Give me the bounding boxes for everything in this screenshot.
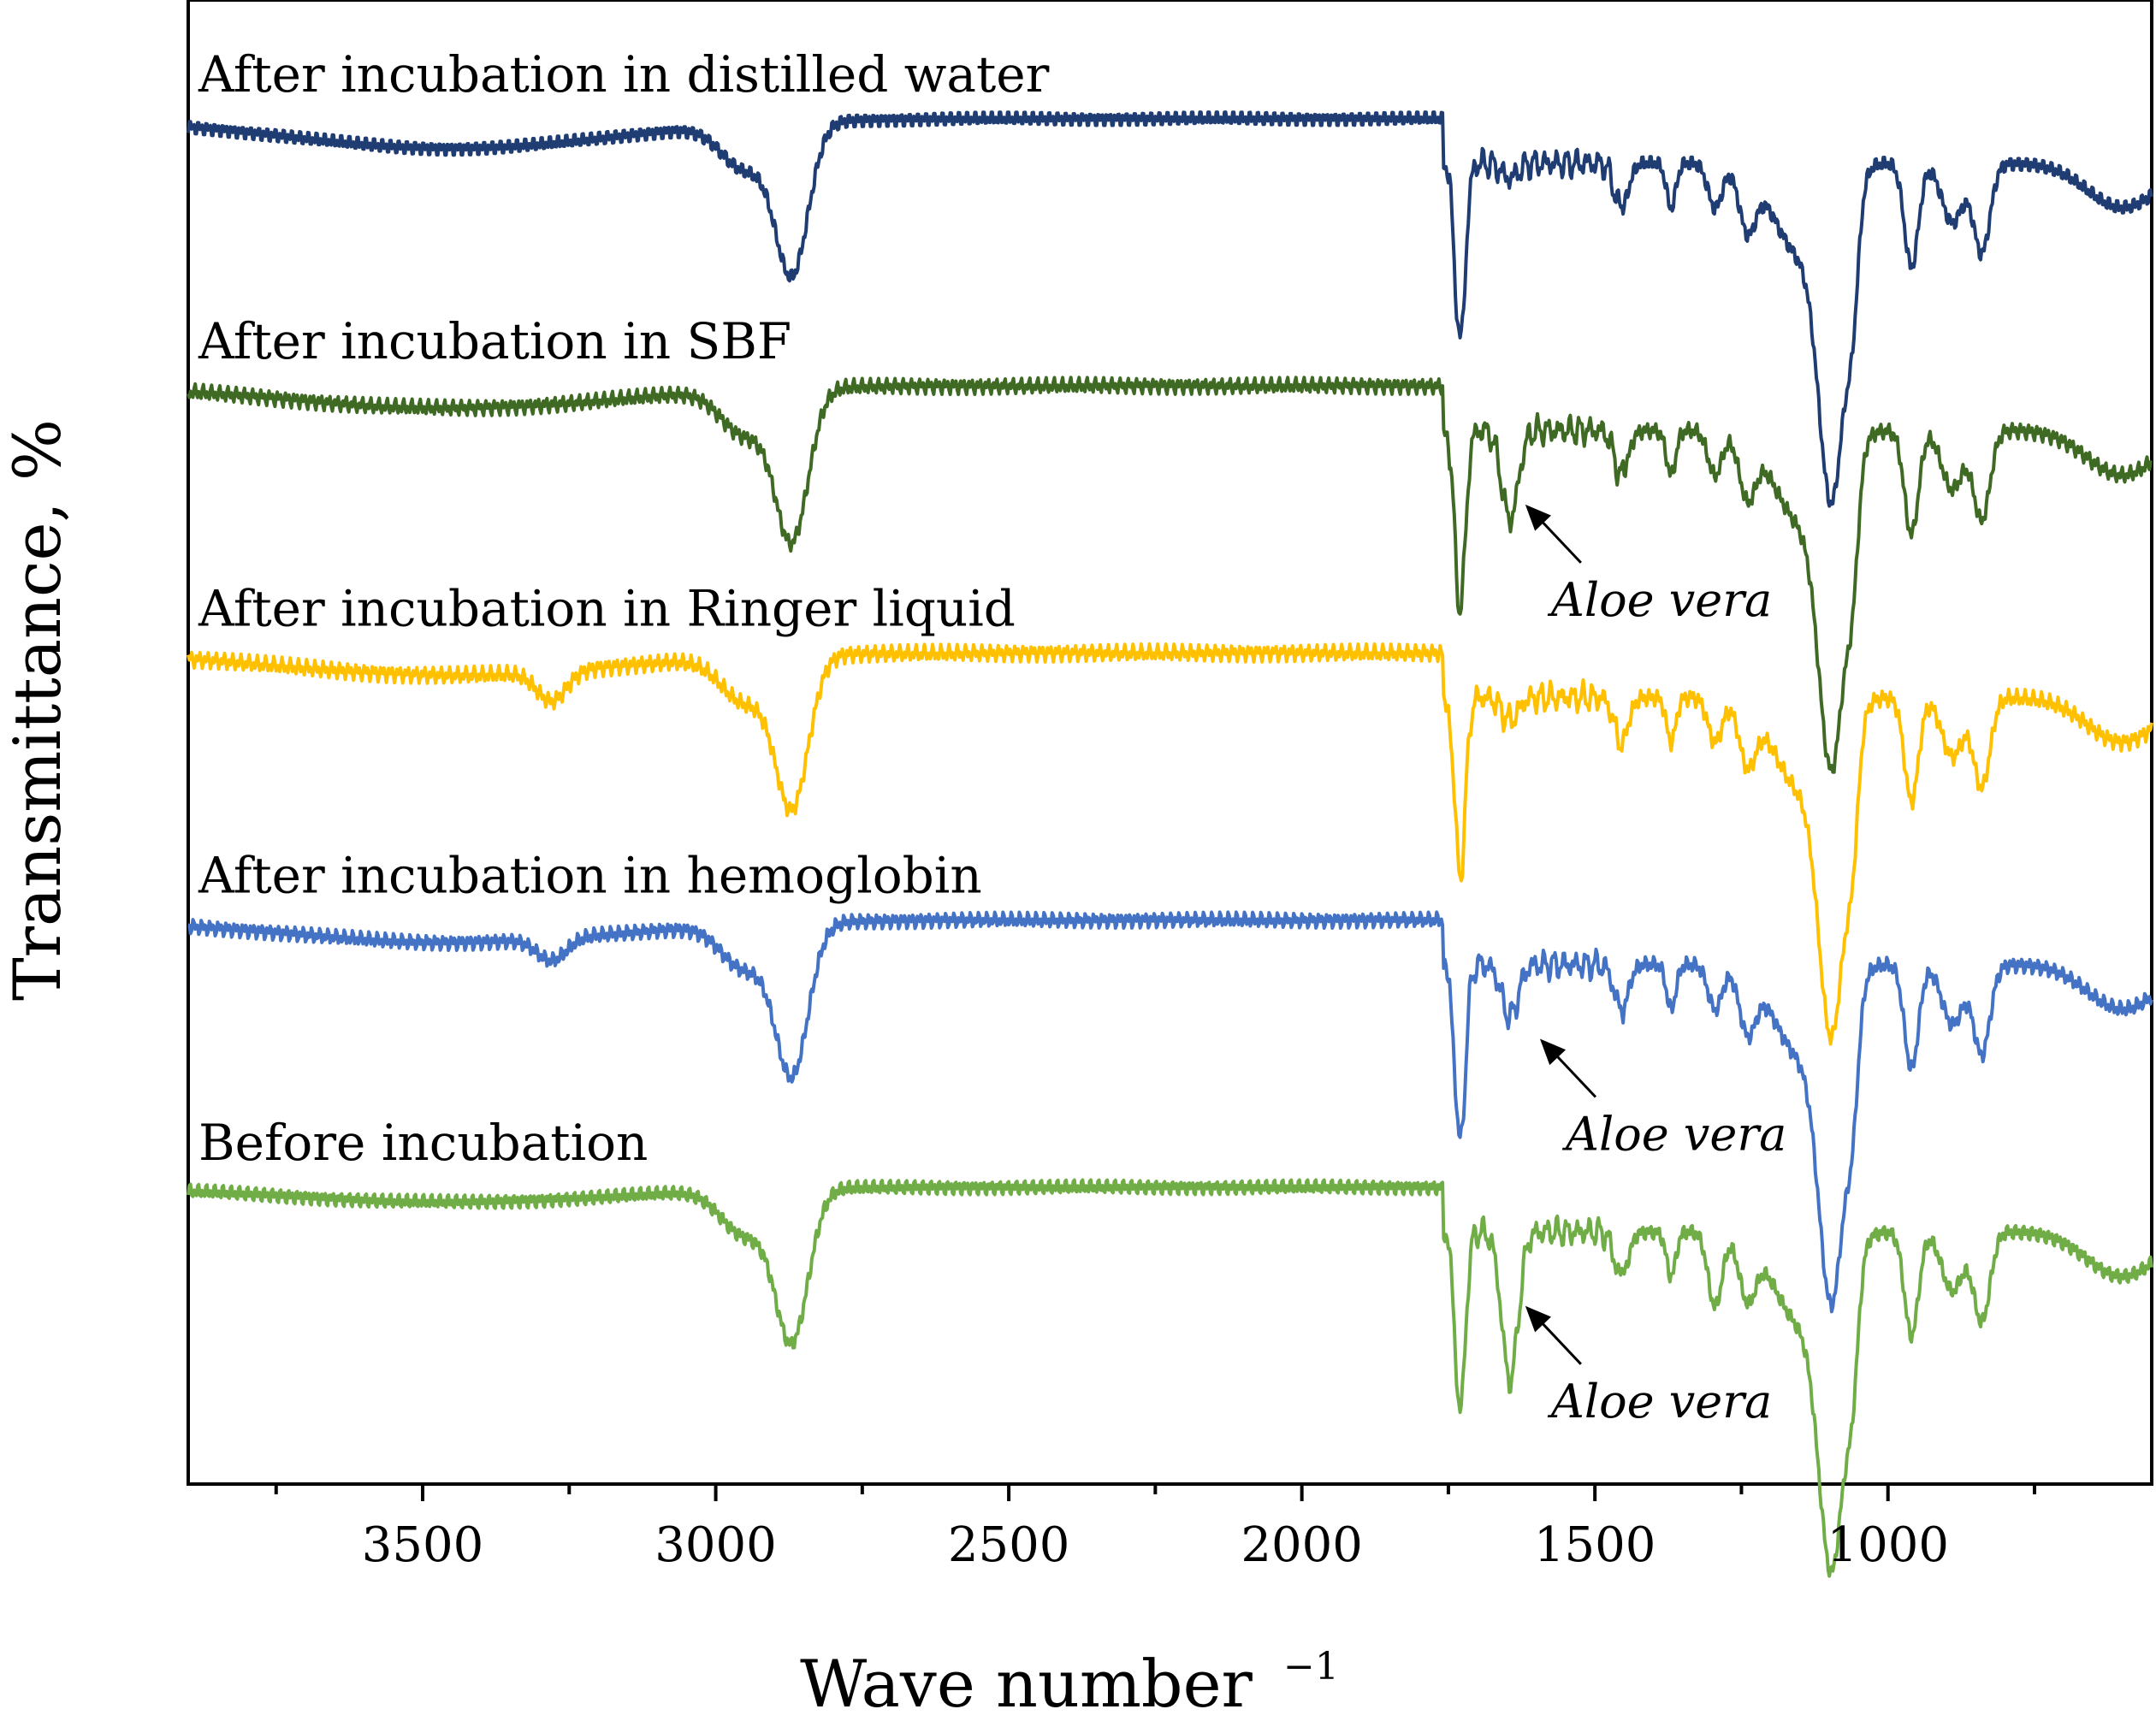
y-axis-title: Transmittance, % xyxy=(0,419,75,1001)
x-tick-label-3500: 3500 xyxy=(362,1517,484,1573)
annotation-arrow-line-2 xyxy=(1550,1050,1597,1098)
series-lines xyxy=(187,110,2153,1578)
x-tick-label-2000: 2000 xyxy=(1241,1517,1363,1573)
x-axis-title-main: Wave number xyxy=(800,1646,1253,1721)
x-axis-title: Wave number −1 xyxy=(800,1645,1339,1721)
series-line-3 xyxy=(187,642,2153,1046)
series-label-3: After incubation in Ringer liquid xyxy=(198,579,1016,637)
x-axis-title-superscript: −1 xyxy=(1283,1645,1339,1688)
annotations: Aloe vera Aloe vera Aloe vera xyxy=(1525,504,1786,1428)
series-label-2: After incubation in SBF xyxy=(198,312,791,370)
series-line-4 xyxy=(187,910,2153,1314)
plot-frame xyxy=(187,0,2153,1486)
annotation-arrow-head-3 xyxy=(1525,1305,1551,1333)
series-line-1 xyxy=(187,110,2153,508)
annotation-arrow-line-3 xyxy=(1536,1316,1582,1365)
annotation-arrow-line-1 xyxy=(1536,515,1582,564)
x-tick-label-1000: 1000 xyxy=(1827,1517,1949,1573)
series-label-5: Before incubation xyxy=(198,1114,648,1172)
annotation-arrow-head-2 xyxy=(1539,1038,1567,1066)
series-label-1: After incubation in distilled water xyxy=(198,45,1050,103)
series-labels: After incubation in distilled water After… xyxy=(198,45,1050,1172)
annotation-text-1: Aloe vera xyxy=(1547,573,1772,627)
x-tick-label-1500: 1500 xyxy=(1534,1517,1656,1573)
annotation-text-2: Aloe vera xyxy=(1561,1108,1786,1162)
x-axis: 3500 3000 2500 2000 1500 1000 xyxy=(274,1484,2036,1573)
x-tick-label-3000: 3000 xyxy=(654,1517,777,1573)
series-line-2 xyxy=(187,376,2153,774)
series-label-4: After incubation in hemoglobin xyxy=(198,847,982,905)
annotation-text-3: Aloe vera xyxy=(1547,1375,1772,1428)
series-line-5 xyxy=(187,1178,2153,1578)
x-tick-label-2500: 2500 xyxy=(948,1517,1070,1573)
annotation-arrow-head-1 xyxy=(1525,504,1551,531)
